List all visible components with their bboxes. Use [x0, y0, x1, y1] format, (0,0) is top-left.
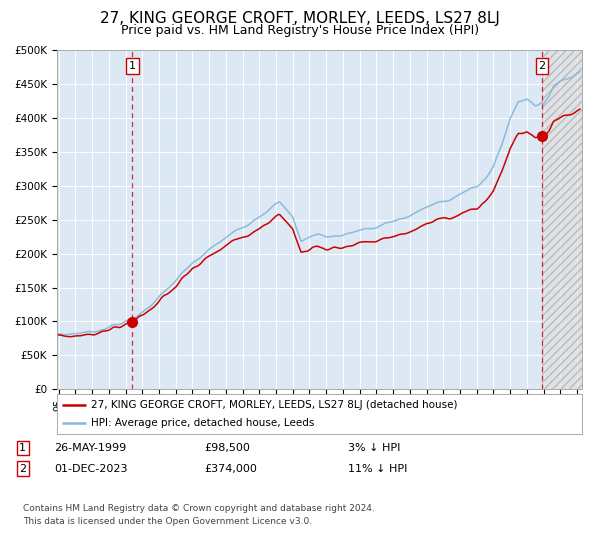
Text: 27, KING GEORGE CROFT, MORLEY, LEEDS, LS27 8LJ: 27, KING GEORGE CROFT, MORLEY, LEEDS, LS…	[100, 11, 500, 26]
Text: 1: 1	[19, 443, 26, 453]
Text: 1: 1	[129, 61, 136, 71]
Text: Contains HM Land Registry data © Crown copyright and database right 2024.
This d: Contains HM Land Registry data © Crown c…	[23, 504, 374, 525]
Bar	[542, 50, 599, 389]
Text: 26-MAY-1999: 26-MAY-1999	[54, 443, 126, 453]
Text: 01-DEC-2023: 01-DEC-2023	[54, 464, 128, 474]
Text: Price paid vs. HM Land Registry's House Price Index (HPI): Price paid vs. HM Land Registry's House …	[121, 24, 479, 37]
Text: 2: 2	[539, 61, 546, 71]
Text: HPI: Average price, detached house, Leeds: HPI: Average price, detached house, Leed…	[91, 418, 314, 428]
Text: £374,000: £374,000	[204, 464, 257, 474]
Text: 27, KING GEORGE CROFT, MORLEY, LEEDS, LS27 8LJ (detached house): 27, KING GEORGE CROFT, MORLEY, LEEDS, LS…	[91, 400, 458, 409]
Text: 2: 2	[19, 464, 26, 474]
Text: 11% ↓ HPI: 11% ↓ HPI	[348, 464, 407, 474]
Text: £98,500: £98,500	[204, 443, 250, 453]
Text: 3% ↓ HPI: 3% ↓ HPI	[348, 443, 400, 453]
